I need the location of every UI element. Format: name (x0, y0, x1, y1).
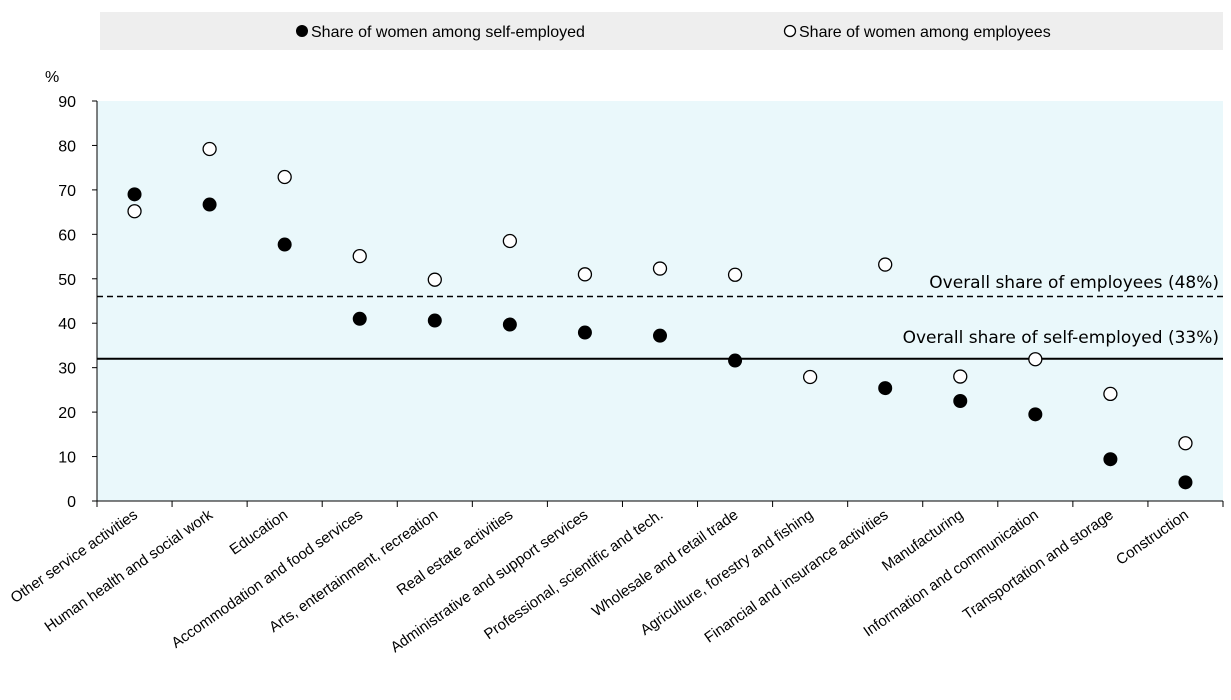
y-tick-label: 70 (58, 183, 76, 200)
y-tick-label: 60 (58, 227, 76, 244)
y-axis-unit-label: % (45, 69, 59, 86)
y-tick-label: 50 (58, 272, 76, 289)
point-self-employed (577, 325, 592, 340)
x-category-label: Education (227, 506, 291, 558)
y-tick-label: 0 (67, 494, 76, 511)
data-points (127, 141, 1193, 490)
point-employees (427, 272, 442, 287)
legend-label-self-employed: Share of women among self-employed (311, 24, 585, 41)
point-self-employed (502, 317, 517, 332)
point-self-employed (1178, 475, 1193, 490)
point-employees (577, 267, 593, 282)
point-employees (802, 369, 818, 385)
y-axis: 0 10 20 30 40 50 60 70 80 90 (58, 94, 98, 511)
point-self-employed (277, 237, 292, 252)
point-employees (352, 248, 367, 264)
point-employees (878, 257, 893, 272)
point-employees (1178, 436, 1193, 451)
x-category-label: Construction (1113, 506, 1192, 568)
point-self-employed (202, 197, 217, 212)
point-self-employed (352, 311, 367, 326)
y-tick-label: 20 (58, 405, 76, 422)
point-self-employed (1028, 407, 1043, 422)
x-category-label: Transportation and storage (960, 506, 1117, 623)
y-tick-label: 90 (58, 94, 76, 111)
x-category-label: Wholesale and retail trade (589, 506, 742, 620)
point-self-employed (127, 187, 142, 202)
legend-background (100, 12, 1223, 50)
reference-label-employees: Overall share of employees (48%) (929, 273, 1219, 293)
y-tick-label: 10 (58, 450, 76, 467)
point-self-employed (728, 353, 743, 368)
reference-label-self-employed: Overall share of self-employed (33%) (903, 328, 1219, 348)
point-self-employed (1103, 452, 1118, 467)
point-employees (277, 169, 292, 185)
reference-lines: Overall share of employees (48%) Overall… (97, 273, 1223, 360)
point-employees (127, 204, 142, 219)
point-employees (953, 369, 968, 384)
y-tick-label: 40 (58, 316, 76, 333)
y-tick-label: 30 (58, 361, 76, 378)
legend-label-employees: Share of women among employees (799, 24, 1051, 41)
point-employees (727, 267, 743, 282)
point-employees (502, 233, 518, 249)
point-self-employed (953, 394, 968, 408)
x-category-label: Other service activities (7, 506, 140, 606)
point-employees (202, 141, 217, 157)
point-employees (1103, 386, 1118, 402)
point-self-employed (653, 328, 667, 343)
point-employees (1028, 352, 1043, 367)
point-self-employed (427, 313, 442, 328)
point-employees (652, 261, 668, 276)
legend-marker-self-employed (296, 25, 308, 37)
legend-marker-employees (783, 24, 797, 38)
legend: Share of women among self-employed Share… (100, 12, 1223, 50)
point-self-employed (878, 381, 893, 396)
y-tick-label: 80 (58, 138, 76, 155)
x-axis (96, 500, 1224, 507)
plot-area (97, 101, 1223, 501)
